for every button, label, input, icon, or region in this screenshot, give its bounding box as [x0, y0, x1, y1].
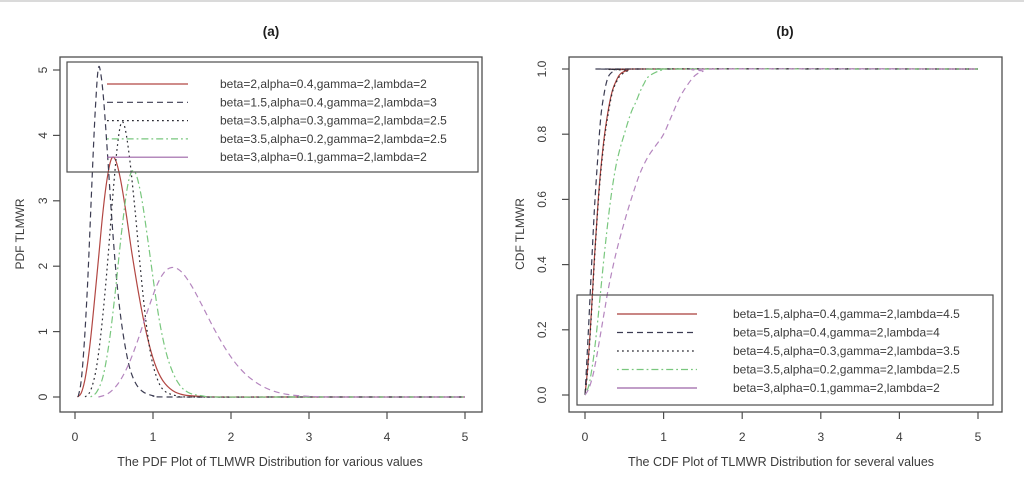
cdf-y-tick-label: 0.4 — [535, 256, 549, 273]
cdf-legend-label-4: beta=3.5,alpha=0.2,gamma=2,lambda=2.5 — [733, 363, 960, 377]
cdf-legend-label-5: beta=3,alpha=0.1,gamma=2,lambda=2 — [733, 381, 940, 395]
cdf-x-axis-caption: The CDF Plot of TLMWR Distribution for s… — [628, 455, 934, 469]
cdf-y-tick-label: 0.0 — [535, 386, 549, 403]
pdf-legend-box — [66, 61, 479, 173]
pdf-panel-title: (a) — [263, 24, 280, 39]
pdf-y-tick-label: 1 — [36, 328, 50, 335]
cdf-y-tick-label: 0.2 — [535, 321, 549, 338]
cdf-y-tick-label: 1.0 — [535, 60, 549, 77]
pdf-x-axis-caption: The PDF Plot of TLMWR Distribution for v… — [117, 455, 422, 469]
cdf-y-axis-label: CDF TLMWR — [513, 198, 527, 270]
pdf-y-tick-label: 2 — [36, 263, 50, 270]
pdf-x-tick-label: 3 — [306, 430, 313, 444]
cdf-curve-2 — [584, 68, 979, 396]
pdf-y-tick-label: 5 — [36, 66, 50, 73]
pdf-curve-4 — [90, 169, 465, 398]
pdf-x-tick-label: 5 — [462, 430, 469, 444]
pdf-curve-3 — [84, 121, 465, 398]
pdf-y-axis-label: PDF TLMWR — [13, 198, 27, 269]
pdf-y-tick-label: 3 — [36, 197, 50, 204]
pdf-legend-label-1: beta=2,alpha=0.4,gamma=2,lambda=2 — [220, 77, 427, 91]
cdf-panel: 0 1 2 3 4 5 0.0 0.2 0.4 0.6 0.8 1.0 beta=1.5,alpha=0… — [513, 24, 1003, 469]
cdf-legend-label-2: beta=5,alpha=0.4,gamma=2,lambda=4 — [733, 326, 940, 340]
pdf-legend-label-5: beta=3,alpha=0.1,gamma=2,lambda=2 — [220, 150, 427, 164]
cdf-curve-4 — [584, 68, 979, 396]
pdf-curve-1 — [76, 156, 465, 398]
cdf-curve-5 — [584, 68, 979, 396]
cdf-curve-3 — [584, 68, 979, 396]
pdf-plot-frame — [59, 56, 483, 413]
pdf-legend-label-3: beta=3.5,alpha=0.3,gamma=2,lambda=2.5 — [220, 114, 447, 128]
pdf-panel: 0 1 2 3 4 5 0 1 2 3 4 5 beta=2,alpha=0.4,gamma=2,lam… — [13, 24, 483, 469]
pdf-x-tick-label: 1 — [150, 430, 157, 444]
cdf-y-tick-label: 0.6 — [535, 191, 549, 208]
cdf-x-tick-label: 5 — [975, 430, 982, 444]
cdf-x-tick-label: 0 — [582, 430, 589, 444]
pdf-y-tick-label: 4 — [36, 132, 50, 139]
pdf-y-tick-label: 0 — [36, 393, 50, 400]
cdf-panel-title: (b) — [776, 24, 793, 39]
cdf-legend-label-1: beta=1.5,alpha=0.4,gamma=2,lambda=4.5 — [733, 307, 960, 321]
pdf-curve-2 — [77, 65, 465, 398]
top-border-strip — [0, 0, 1024, 2]
pdf-x-tick-label: 0 — [72, 430, 79, 444]
pdf-legend-label-4: beta=3.5,alpha=0.2,gamma=2,lambda=2.5 — [220, 132, 447, 146]
cdf-legend-label-3: beta=4.5,alpha=0.3,gamma=2,lambda=3.5 — [733, 344, 960, 358]
cdf-legend-box — [576, 294, 994, 406]
pdf-plot-area: 0 1 2 3 4 5 0 1 2 3 4 5 beta=2,alpha=0.4,gamma=2,lam… — [36, 56, 483, 444]
cdf-y-tick-label: 0.8 — [535, 126, 549, 143]
cdf-x-tick-label: 1 — [660, 430, 667, 444]
cdf-x-tick-label: 4 — [896, 430, 903, 444]
pdf-x-tick-label: 4 — [384, 430, 391, 444]
cdf-plot-area: 0 1 2 3 4 5 0.0 0.2 0.4 0.6 0.8 1.0 beta=1.5,alpha=0… — [535, 56, 1003, 444]
cdf-x-tick-label: 2 — [739, 430, 746, 444]
pdf-curve-5 — [98, 266, 466, 398]
pdf-legend-label-2: beta=1.5,alpha=0.4,gamma=2,lambda=3 — [220, 95, 437, 109]
cdf-plot-frame — [568, 56, 1003, 413]
cdf-x-tick-label: 3 — [817, 430, 824, 444]
pdf-x-tick-label: 2 — [228, 430, 235, 444]
